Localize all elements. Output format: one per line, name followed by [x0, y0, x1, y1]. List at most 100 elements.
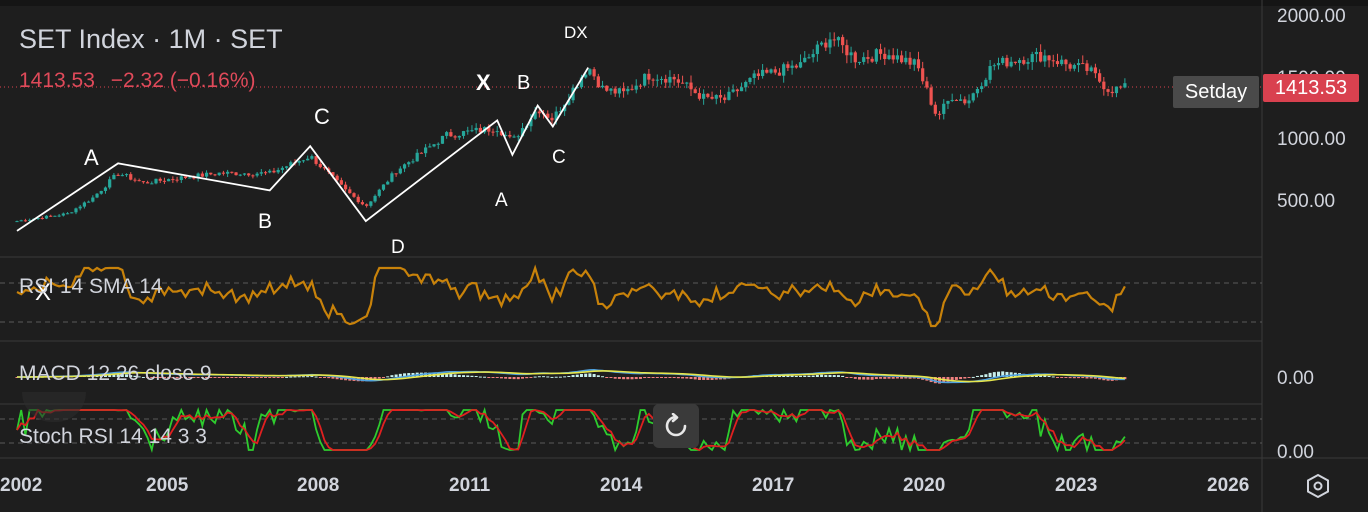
candle-body — [634, 85, 638, 90]
macd-histogram-bar — [567, 375, 571, 377]
macd-histogram-bar — [285, 376, 289, 378]
candle-body — [1039, 51, 1043, 62]
candle-body — [1001, 57, 1005, 64]
macd-histogram-bar — [647, 377, 651, 378]
candle-body — [1102, 81, 1106, 90]
macd-histogram-bar — [672, 377, 676, 378]
pattern-drawing[interactable] — [16, 67, 589, 232]
candle-body — [356, 196, 360, 203]
candle-body — [226, 171, 230, 174]
candle-body — [440, 135, 445, 144]
candle-body — [478, 127, 482, 133]
macd-histogram-bar — [858, 377, 861, 380]
candle-body — [411, 161, 415, 163]
candle-body — [617, 88, 621, 94]
candle-body — [731, 89, 735, 92]
macd-histogram-bar — [310, 376, 314, 378]
wave-label: DX — [564, 23, 588, 42]
candle-body — [407, 162, 411, 165]
macd-histogram-bar — [171, 377, 175, 379]
pattern-polyline — [16, 67, 589, 232]
macd-histogram-bar — [108, 374, 112, 377]
candle-body — [921, 68, 925, 82]
time-tick: 2008 — [297, 475, 339, 496]
time-tick: 2002 — [0, 475, 42, 496]
candle-body — [567, 100, 571, 105]
macd-histogram-bar — [660, 377, 664, 378]
macd-histogram-bar — [259, 377, 263, 378]
candle-body — [171, 179, 175, 181]
reset-chart-button[interactable] — [653, 404, 699, 448]
candle-body — [794, 65, 798, 68]
candle-body — [1085, 63, 1089, 71]
macd-histogram-bar — [268, 377, 272, 378]
stoch-pane — [16, 406, 1126, 454]
macd-histogram-bar — [445, 373, 449, 377]
candle-body — [213, 174, 217, 176]
macd-histogram-bar — [297, 376, 301, 378]
macd-histogram-bar — [967, 377, 971, 378]
candle-body — [769, 69, 773, 73]
macd-histogram-bar — [1077, 377, 1081, 379]
macd-histogram-bar — [521, 377, 524, 379]
candle-body — [129, 174, 133, 180]
candle-body — [866, 57, 870, 59]
candle-body — [933, 104, 937, 114]
candle-body — [1064, 59, 1068, 65]
macd-histogram-bar — [845, 377, 849, 378]
candle-body — [887, 55, 891, 59]
chart-settings-button[interactable] — [1302, 470, 1334, 502]
setday-marker-tag[interactable]: Setday — [1173, 76, 1259, 108]
pattern-labels: A B C D X A B C DX X — [35, 23, 588, 306]
stoch-rsi-legend[interactable]: Stoch RSI 14 14 3 3 — [19, 425, 207, 448]
candle-body — [242, 173, 247, 175]
symbol-title[interactable]: SET Index · 1M · SET — [19, 24, 283, 54]
macd-legend[interactable]: MACD 12 26 close 9 — [19, 362, 212, 385]
macd-histogram-bar — [710, 377, 714, 380]
candle-body — [335, 175, 339, 181]
candle-body — [891, 55, 895, 60]
macd-histogram-bar — [226, 377, 230, 378]
candle-body — [1106, 89, 1110, 92]
macd-histogram-bar — [895, 377, 899, 379]
settings-hexagon-icon — [1307, 473, 1329, 499]
candle-body — [1060, 59, 1064, 65]
macd-histogram-bar — [933, 377, 937, 384]
candle-body — [908, 57, 912, 65]
candle-body — [836, 37, 841, 41]
candle-body — [78, 206, 82, 209]
candle-body — [386, 181, 390, 185]
wave-label: A — [495, 190, 508, 211]
candle-body — [672, 76, 676, 80]
macd-histogram-bar — [558, 376, 562, 378]
macd-histogram-bar — [537, 376, 541, 378]
candle-body — [394, 173, 398, 175]
macd-histogram-bar — [777, 375, 781, 377]
candle-body — [70, 212, 74, 214]
macd-histogram-bar — [638, 377, 642, 379]
candle-body — [748, 77, 752, 82]
macd-histogram-bar — [1098, 377, 1102, 380]
rsi-legend[interactable]: RSI 14 SMA 14 — [19, 275, 163, 298]
macd-histogram-bar — [803, 375, 807, 377]
candle-body — [436, 143, 440, 145]
macd-histogram-bar — [879, 377, 883, 379]
candle-body — [849, 52, 853, 56]
candle-body — [613, 88, 617, 94]
macd-histogram-bar — [196, 377, 200, 378]
candle-body — [739, 87, 744, 92]
macd-histogram-bar — [571, 375, 575, 377]
candle-body — [162, 180, 167, 182]
candle-body — [777, 72, 782, 76]
macd-histogram-bar — [1005, 371, 1009, 377]
candle-body — [49, 215, 53, 217]
macd-histogram-bar — [116, 373, 120, 377]
macd-histogram-bar — [449, 373, 453, 377]
macd-histogram-bar — [360, 377, 364, 382]
candle-body — [314, 156, 318, 164]
macd-histogram-bar — [314, 376, 318, 378]
candle-body — [841, 37, 845, 46]
candle-body — [453, 136, 457, 138]
macd-histogram-bar — [900, 377, 904, 379]
